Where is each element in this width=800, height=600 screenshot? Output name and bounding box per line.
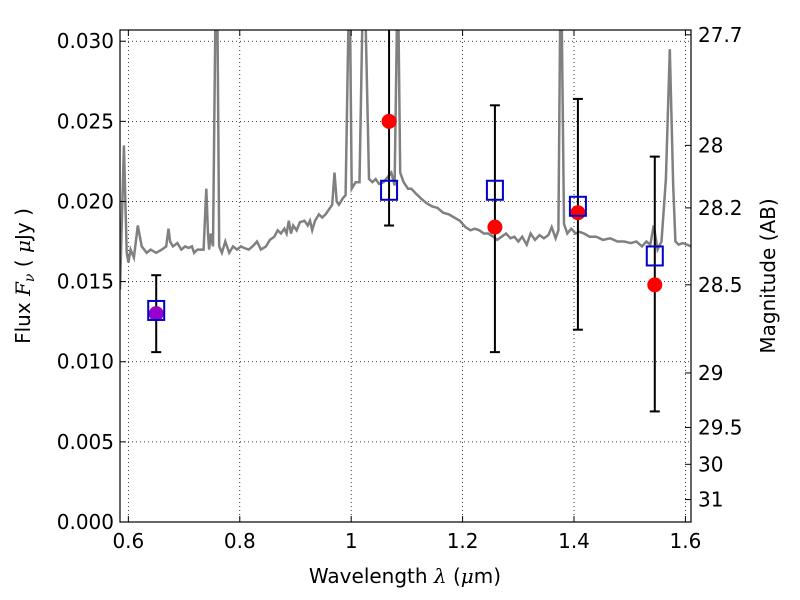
photometry-point <box>148 306 164 322</box>
model-point <box>645 245 664 267</box>
photometry-point <box>487 219 503 235</box>
y-tick-label: 0.030 <box>57 29 114 53</box>
y2-tick-label: 28.2 <box>698 196 743 220</box>
y2-tick-label: 28 <box>698 133 723 157</box>
y2-tick-label: 27.7 <box>698 23 743 47</box>
y2-axis: 27.7 28 28.2 28.5 29 29.5 30 31 <box>685 23 743 512</box>
x-axis-title-unit-open: ( <box>447 564 461 588</box>
model-point <box>147 299 166 321</box>
y-axis-title-symbol: F <box>11 281 35 297</box>
y2-tick-label: 30 <box>698 452 723 476</box>
x-axis-title: Wavelength λ (μm) <box>309 564 501 588</box>
y2-tick-label: 29.5 <box>698 415 743 439</box>
y-tick-label: 0.000 <box>57 510 114 534</box>
plot-frame <box>119 29 692 523</box>
y2-tick-label: 31 <box>698 488 723 512</box>
x-axis-title-unit-rest: m) <box>474 564 501 588</box>
model-point <box>485 179 504 201</box>
x-axis-title-prefix: Wavelength <box>309 564 434 588</box>
y-tick-label: 0.010 <box>57 350 114 374</box>
y-axis-title: Flux Fν ( μJy ) <box>11 208 38 344</box>
y2-tick-label: 28.5 <box>698 273 743 297</box>
x-tick-label: 0.6 <box>112 529 144 553</box>
y-tick-label: 0.020 <box>57 189 114 213</box>
data-layer <box>120 30 691 413</box>
spectrum-line <box>120 30 691 290</box>
x-tick-label: 1.6 <box>670 529 702 553</box>
photometry-point <box>570 205 586 221</box>
x-axis: 0.6 0.8 1 1.2 1.4 1.6 <box>112 30 701 553</box>
y2-axis-title: Magnitude (AB) <box>756 198 780 353</box>
x-tick-label: 1.2 <box>447 529 479 553</box>
x-tick-label: 1.4 <box>558 529 590 553</box>
y-tick-label: 0.015 <box>57 270 114 294</box>
y2-tick-label: 29 <box>698 361 723 385</box>
x-tick-label: 0.8 <box>224 529 256 553</box>
y-axis: 0.000 0.005 0.010 0.015 0.020 0.025 0.030 <box>57 29 126 534</box>
y-axis-title-unit-open: ( <box>11 253 35 274</box>
model-points <box>147 179 664 321</box>
model-point <box>380 179 399 201</box>
y-axis-title-unit-mu: μ <box>11 240 35 253</box>
y-axis-title-unit-rest: Jy ) <box>11 208 35 242</box>
x-tick-label: 1 <box>345 529 358 553</box>
y-axis-title-subscript: ν <box>22 273 38 282</box>
x-axis-title-unit-mu: μ <box>461 564 474 588</box>
y-axis-title-prefix: Flux <box>11 296 35 344</box>
plot-background <box>120 30 691 522</box>
photometry-point <box>381 113 397 129</box>
x-axis-title-symbol: λ <box>433 564 447 588</box>
y-tick-label: 0.005 <box>57 430 114 454</box>
model-point <box>568 195 587 217</box>
y-tick-label: 0.025 <box>57 109 114 133</box>
photometry-point <box>647 277 663 293</box>
